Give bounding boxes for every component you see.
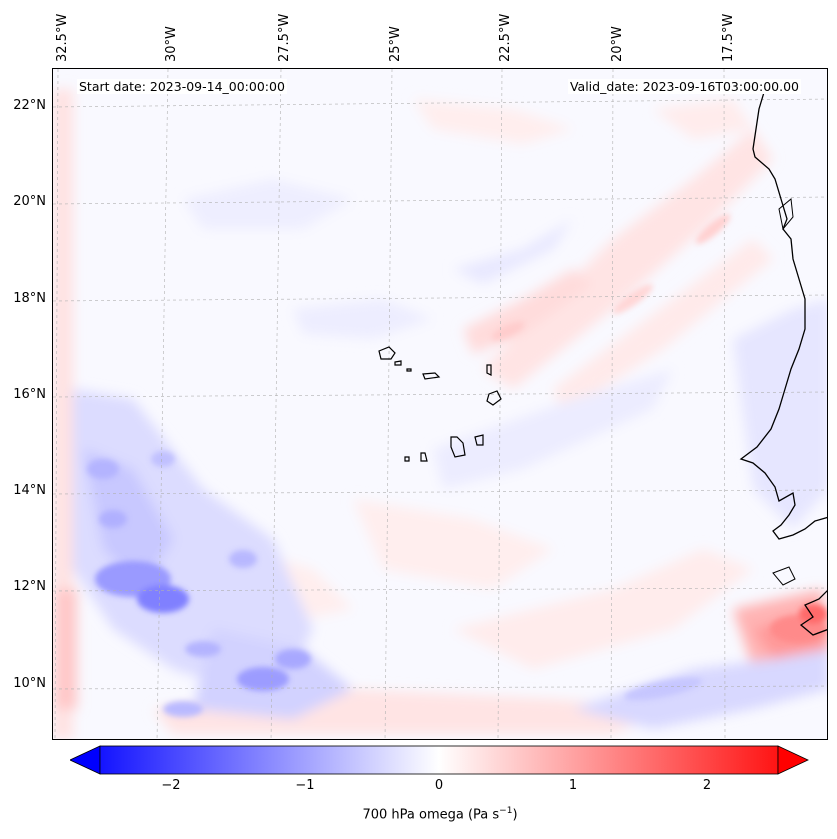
island-fogo: [420, 452, 428, 462]
island-sal: [486, 364, 492, 376]
cape-verde-islands: [378, 346, 502, 462]
colorbar-tick-0: 0: [434, 778, 444, 793]
lon-label-32-5w: 32.5°W: [55, 13, 70, 62]
colorbar-tick-1: 1: [568, 778, 578, 793]
island-santiago: [450, 436, 466, 458]
colorbar-extend-max: [777, 745, 809, 775]
colorbar-extend-min: [70, 745, 101, 775]
valid-date-annotation: Valid_date: 2023-09-16T03:00:00.00: [567, 79, 801, 94]
lat-label-18n: 18°N: [13, 291, 46, 306]
lon-label-25w: 25°W: [388, 26, 403, 62]
island-sao-nicolau: [422, 372, 441, 380]
coastal-inlet: [778, 198, 794, 231]
lat-label-20n: 20°N: [13, 194, 46, 209]
start-date-annotation: Start date: 2023-09-14_00:00:00: [77, 79, 287, 94]
lon-label-27-5w: 27.5°W: [277, 13, 292, 62]
lat-label-10n: 10°N: [13, 676, 46, 691]
island-santa-luzia: [406, 368, 412, 372]
lon-label-20w: 20°W: [610, 26, 625, 62]
lon-label-30w: 30°W: [164, 26, 179, 62]
island-santo-antao: [378, 346, 396, 360]
lat-label-14n: 14°N: [13, 483, 46, 498]
lat-label-16n: 16°N: [13, 387, 46, 402]
lon-label-17-5w: 17.5°W: [721, 13, 736, 62]
colorbar-tick-neg2: −2: [161, 778, 181, 793]
coastal-island: [772, 566, 796, 586]
colorbar-tick-2: 2: [702, 778, 712, 793]
colorbar-gradient: [99, 745, 779, 775]
omega-field-map: [53, 69, 827, 739]
lat-label-12n: 12°N: [13, 579, 46, 594]
colorbar-tick-neg1: −1: [295, 778, 315, 793]
island-sao-vicente: [394, 360, 402, 366]
colorbar-label: 700 hPa omega (Pa s−1): [362, 806, 518, 823]
africa-coastline: [739, 88, 827, 636]
colorbar: [70, 745, 809, 775]
lon-label-22-5w: 22.5°W: [498, 13, 513, 62]
lat-label-22n: 22°N: [13, 98, 46, 113]
island-brava: [404, 456, 410, 462]
map-panel[interactable]: Start date: 2023-09-14_00:00:00 Valid_da…: [52, 68, 828, 740]
omega-field-details: [87, 214, 827, 717]
island-boa-vista: [486, 390, 502, 406]
graticule: [53, 69, 827, 739]
island-maio: [474, 434, 484, 446]
